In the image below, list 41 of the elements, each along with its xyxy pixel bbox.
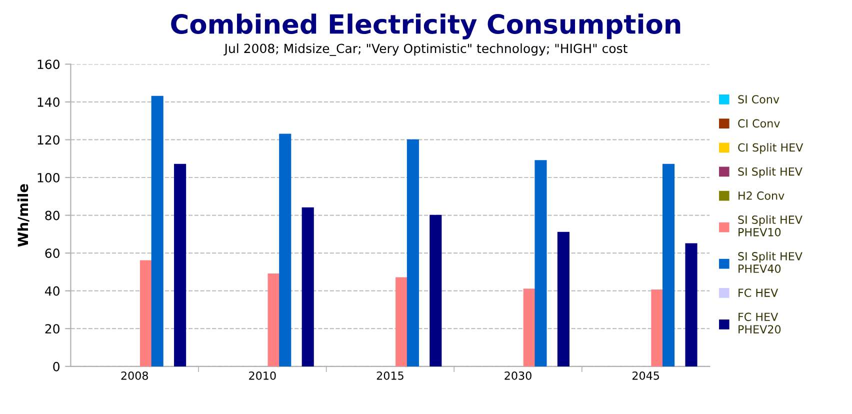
- x-tick-label: 2015: [376, 371, 404, 380]
- legend-label: SI Split HEV PHEV10: [738, 215, 802, 236]
- y-tick-label: 100: [38, 172, 60, 182]
- y-tick-label: 60: [45, 248, 60, 258]
- bar: [302, 207, 314, 366]
- legend-label: SI Split HEV: [738, 167, 802, 178]
- legend-label: FC HEV: [738, 288, 778, 297]
- legend-label: CI Conv: [738, 119, 780, 128]
- bar: [662, 164, 675, 366]
- x-tick-label: 2030: [504, 371, 532, 380]
- legend-label: CI Split HEV: [738, 143, 804, 154]
- bar: [523, 288, 536, 366]
- chart-subtitle: Jul 2008; Midsize_Car; "Very Optimistic" technology; "HIGH" cost: [224, 43, 628, 56]
- bar: [140, 260, 152, 366]
- bar: [279, 134, 292, 366]
- bar: [174, 164, 186, 366]
- bar: [268, 273, 280, 366]
- bar: [557, 232, 570, 366]
- legend-label: SI Split HEV PHEV40: [738, 252, 802, 273]
- x-tick-label: 2010: [249, 371, 276, 380]
- y-tick-label: 80: [45, 210, 60, 220]
- bar: [430, 214, 442, 366]
- bar: [406, 139, 419, 366]
- x-tick-label: 2008: [121, 371, 148, 380]
- y-axis-title: Wh/mile: [17, 184, 30, 247]
- bar: [651, 290, 664, 366]
- y-tick-label: 160: [38, 60, 60, 70]
- y-tick-label: 140: [38, 97, 60, 107]
- bar: [396, 277, 408, 366]
- chart-title: Combined Electricity Consumption: [171, 14, 680, 40]
- y-tick-label: 20: [45, 324, 60, 334]
- bar: [534, 160, 547, 366]
- x-tick-label: 2045: [632, 371, 659, 380]
- bar: [685, 243, 698, 366]
- legend-label: SI Conv: [738, 95, 780, 104]
- y-tick-label: 120: [38, 135, 60, 145]
- bar: [151, 96, 164, 366]
- legend-label: H2 Conv: [738, 191, 784, 200]
- y-tick-label: 0: [53, 362, 60, 372]
- y-tick-label: 40: [45, 286, 60, 296]
- legend-label: FC HEV PHEV20: [738, 312, 781, 334]
